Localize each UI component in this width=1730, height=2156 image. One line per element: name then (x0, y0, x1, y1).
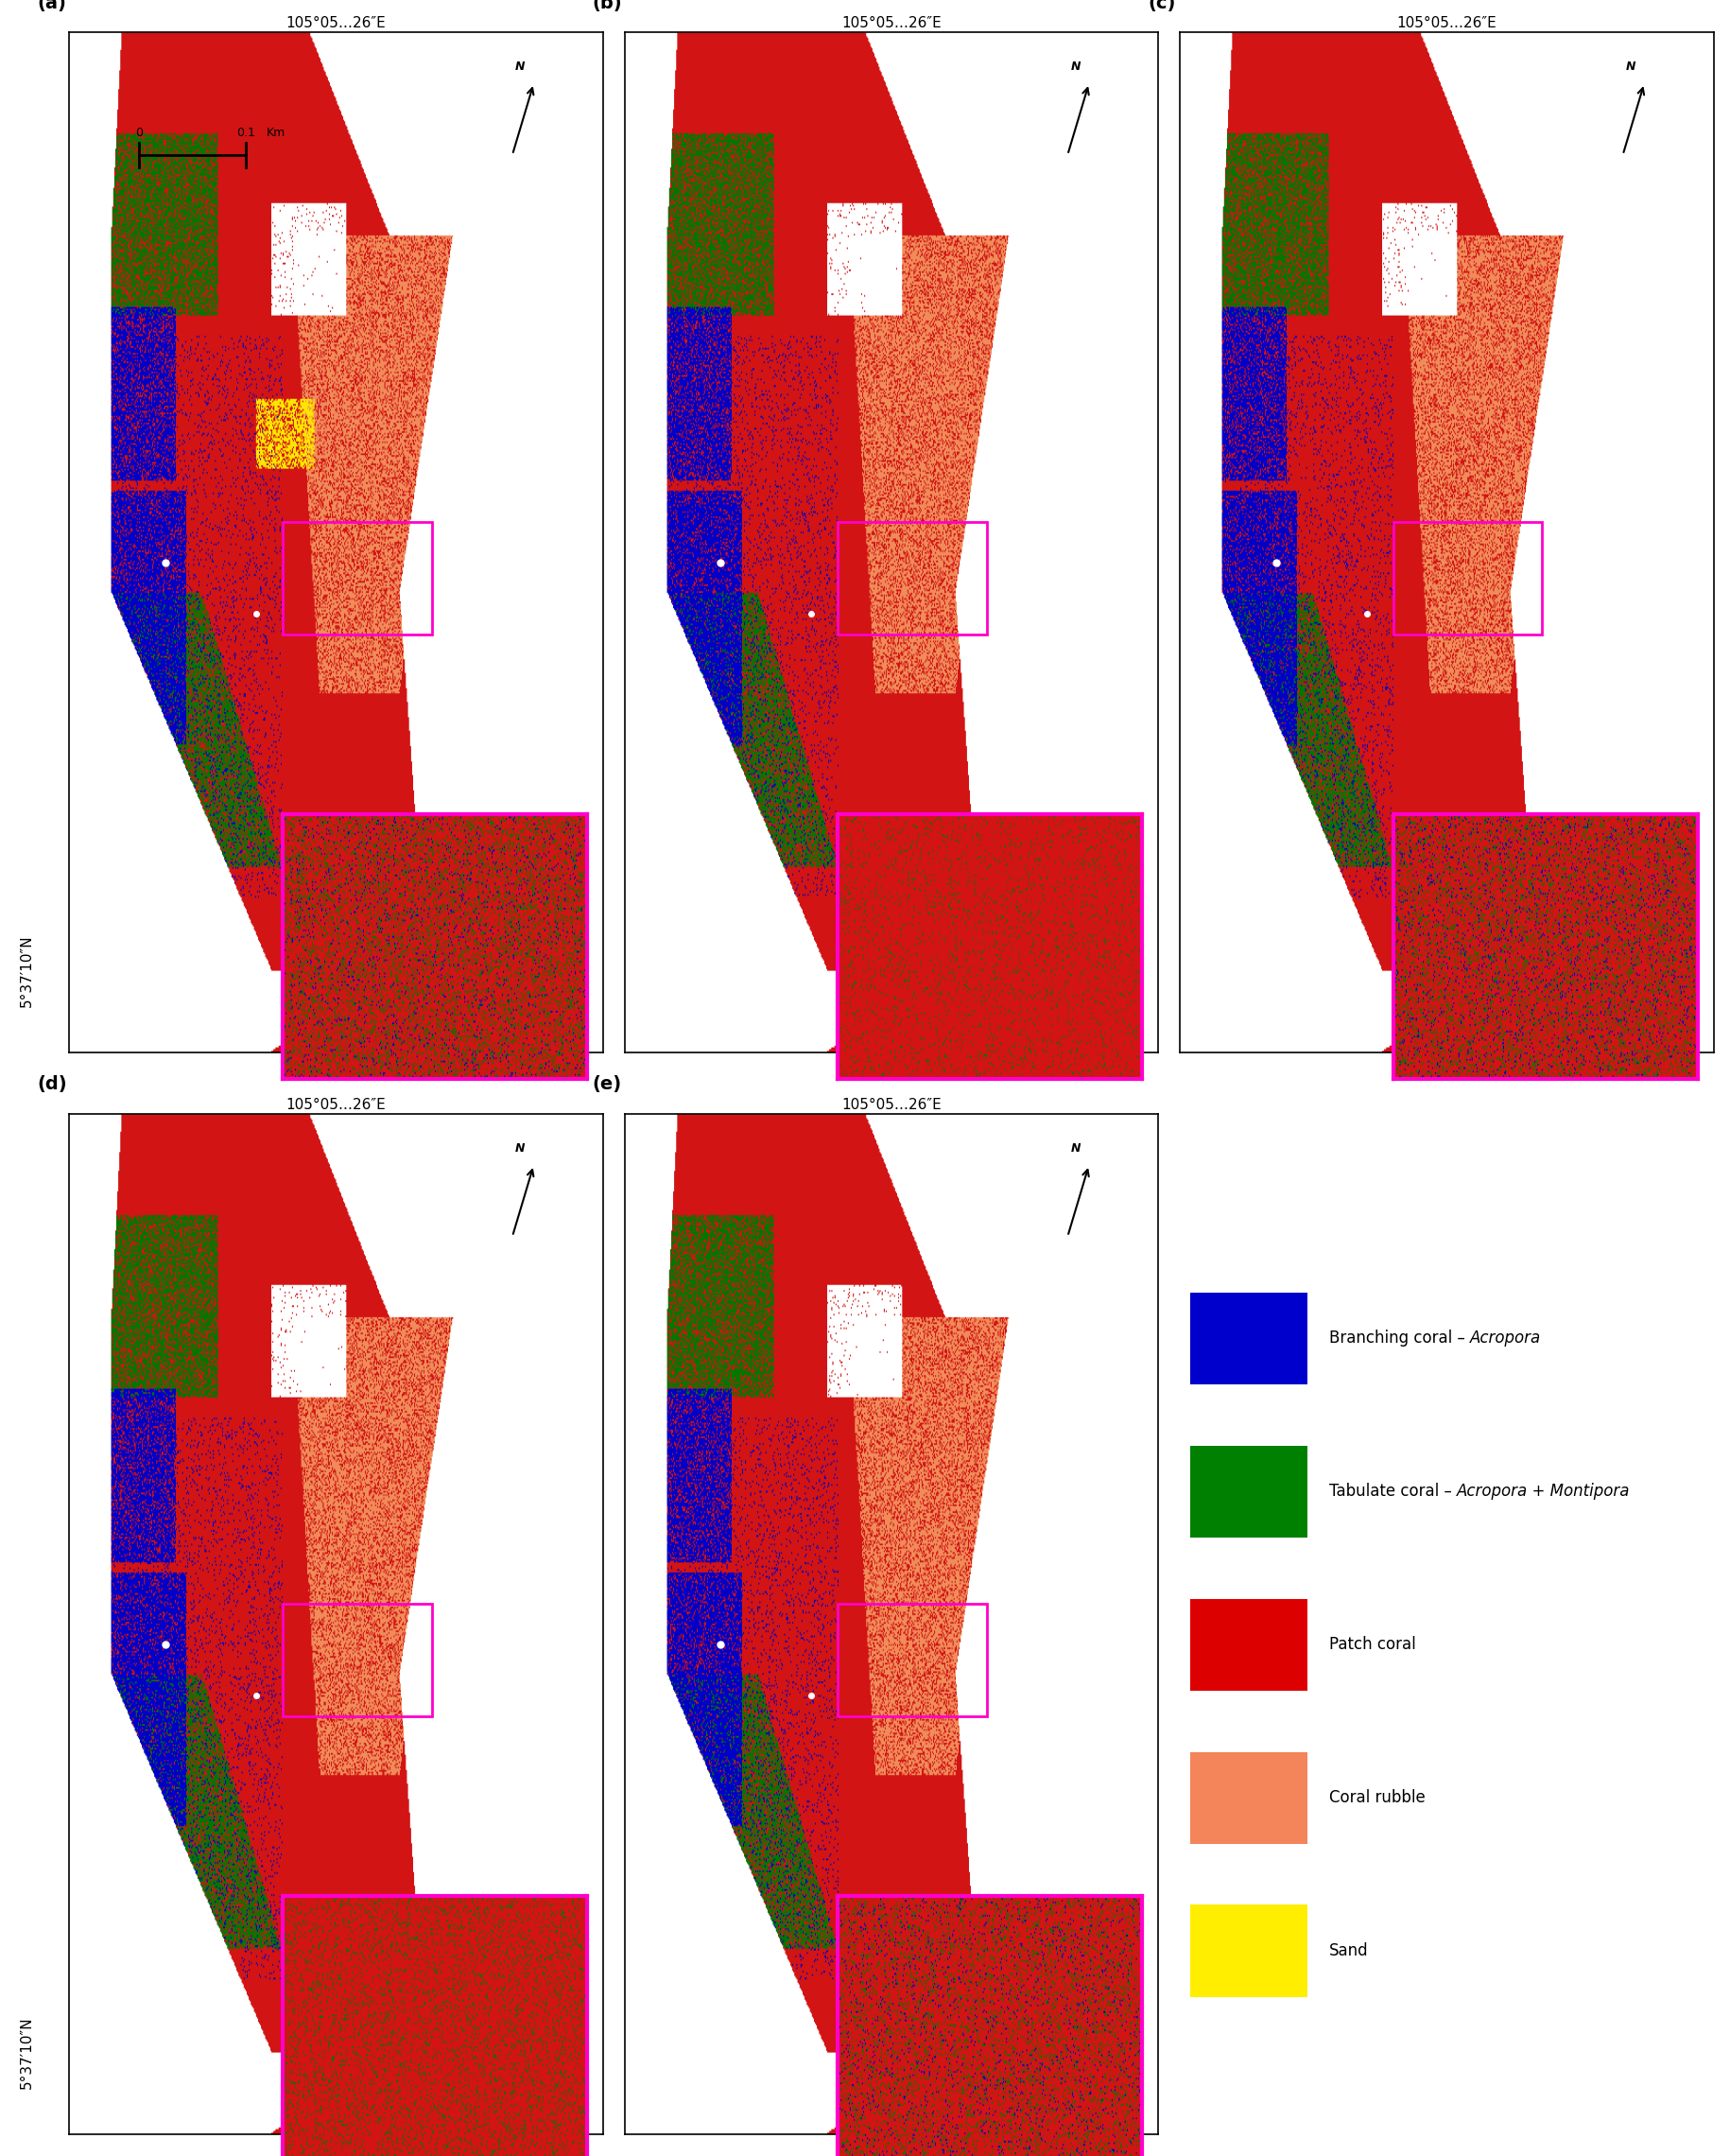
Text: N: N (1071, 1143, 1080, 1156)
Text: (e): (e) (592, 1076, 621, 1093)
Bar (282, 522, 431, 634)
Y-axis label: 5°37′10″N: 5°37′10″N (574, 2016, 588, 2089)
Text: Coral rubble: Coral rubble (1329, 1789, 1424, 1807)
Text: N: N (516, 60, 526, 73)
Text: N: N (1624, 60, 1635, 73)
Y-axis label: 5°37′10″N: 5°37′10″N (19, 2016, 33, 2089)
Text: N: N (516, 1143, 526, 1156)
Bar (1190, 1294, 1308, 1384)
Title: 105°05…26″E: 105°05…26″E (285, 15, 386, 30)
Title: 105°05…26″E: 105°05…26″E (1396, 15, 1496, 30)
Text: (d): (d) (36, 1076, 67, 1093)
Text: Tabulate coral –: Tabulate coral – (1329, 1483, 1457, 1501)
Y-axis label: 5°37′10″N: 5°37′10″N (1130, 936, 1144, 1007)
Title: 105°05…26″E: 105°05…26″E (841, 15, 941, 30)
Bar (1190, 1447, 1308, 1537)
Text: (c): (c) (1147, 0, 1175, 13)
Bar (1190, 1906, 1308, 1996)
Bar (1190, 1600, 1308, 1690)
Text: (b): (b) (592, 0, 623, 13)
Bar (1393, 522, 1541, 634)
Y-axis label: 5°37′10″N: 5°37′10″N (19, 936, 33, 1007)
Text: N: N (1071, 60, 1080, 73)
Text: (a): (a) (36, 0, 66, 13)
Text: Acropora: Acropora (1469, 1330, 1540, 1348)
Text: 0: 0 (135, 127, 142, 140)
Text: Branching coral –: Branching coral – (1329, 1330, 1469, 1348)
Bar (837, 1604, 986, 1716)
Title: 105°05…26″E: 105°05…26″E (841, 1097, 941, 1112)
Title: 105°05…26″E: 105°05…26″E (285, 1097, 386, 1112)
Text: 0.1: 0.1 (235, 127, 254, 140)
Bar (837, 522, 986, 634)
Text: Acropora + Montipora: Acropora + Montipora (1457, 1483, 1630, 1501)
Bar (1190, 1753, 1308, 1843)
Bar (282, 1604, 431, 1716)
Text: Km: Km (266, 127, 285, 140)
Y-axis label: 5°37′10″N: 5°37′10″N (574, 936, 588, 1007)
Text: Patch coral: Patch coral (1329, 1636, 1415, 1654)
Text: Sand: Sand (1329, 1943, 1368, 1960)
